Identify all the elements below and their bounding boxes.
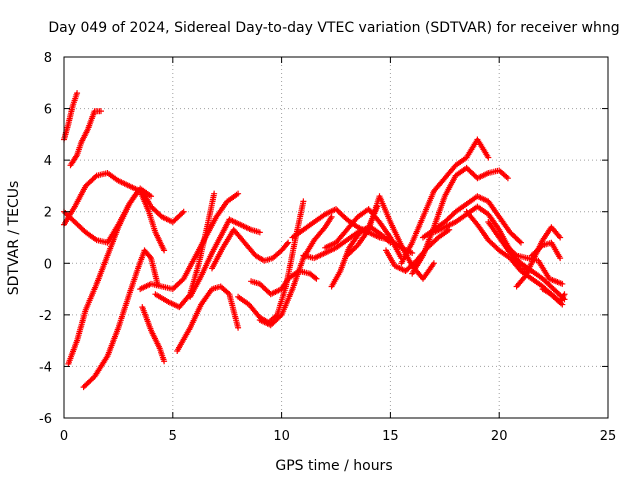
y-tick-label: 8 xyxy=(44,51,52,66)
data-marker-track xyxy=(398,136,492,267)
series-track-22 xyxy=(343,193,437,282)
series-track-33 xyxy=(539,286,568,305)
data-marker-track xyxy=(209,226,292,272)
data-series xyxy=(61,90,568,391)
y-tick-label: -6 xyxy=(39,412,52,427)
y-tick-label: -2 xyxy=(39,309,52,324)
series-track-5 xyxy=(65,185,155,367)
data-marker-track xyxy=(409,164,511,277)
y-tick-label: -4 xyxy=(39,360,52,375)
plot-frame xyxy=(63,56,609,419)
series-track-11 xyxy=(152,190,218,311)
y-tick-label: 4 xyxy=(44,154,52,169)
x-tick-label: 5 xyxy=(169,429,177,444)
x-axis-label: GPS time / hours xyxy=(275,458,392,474)
data-marker-track xyxy=(80,247,161,391)
y-tick-label: 6 xyxy=(44,103,52,118)
series-track-13 xyxy=(187,216,263,300)
data-marker-track xyxy=(328,224,394,290)
series-track-25 xyxy=(409,164,511,277)
series-track-7 xyxy=(137,188,168,254)
data-marker-track xyxy=(139,304,168,365)
axis-ticks: 0 5 10 15 20 25 -6 -4 -2 0 2 4 6 8 xyxy=(39,51,616,444)
chart-title: Day 049 of 2024, Sidereal Day-to-day VTE… xyxy=(48,20,619,36)
y-tick-label: 0 xyxy=(44,257,52,272)
data-marker-track xyxy=(528,239,564,262)
data-marker-track xyxy=(343,193,437,282)
data-marker-track xyxy=(152,190,218,311)
data-marker-track xyxy=(256,213,335,329)
data-marker-track xyxy=(187,216,263,300)
data-marker-track xyxy=(65,185,155,367)
series-track-2 xyxy=(67,108,104,169)
series-track-14 xyxy=(209,226,292,272)
series-track-17 xyxy=(256,213,335,329)
series-track-9 xyxy=(139,304,168,365)
series-track-8 xyxy=(80,247,161,391)
series-track-32 xyxy=(528,239,564,262)
x-tick-label: 25 xyxy=(600,429,617,444)
y-tick-label: 2 xyxy=(44,206,52,221)
x-tick-label: 15 xyxy=(382,429,399,444)
x-tick-label: 20 xyxy=(491,429,508,444)
series-track-24 xyxy=(398,136,492,267)
x-tick-label: 0 xyxy=(60,429,68,444)
x-tick-label: 10 xyxy=(273,429,290,444)
series-track-12 xyxy=(174,283,242,354)
data-marker-track xyxy=(137,188,168,254)
y-axis-label: SDTVAR / TECUs xyxy=(6,181,22,296)
series-track-21 xyxy=(328,224,394,290)
data-marker-track xyxy=(67,108,104,169)
data-marker-track xyxy=(539,286,568,305)
data-marker-track xyxy=(174,283,242,354)
